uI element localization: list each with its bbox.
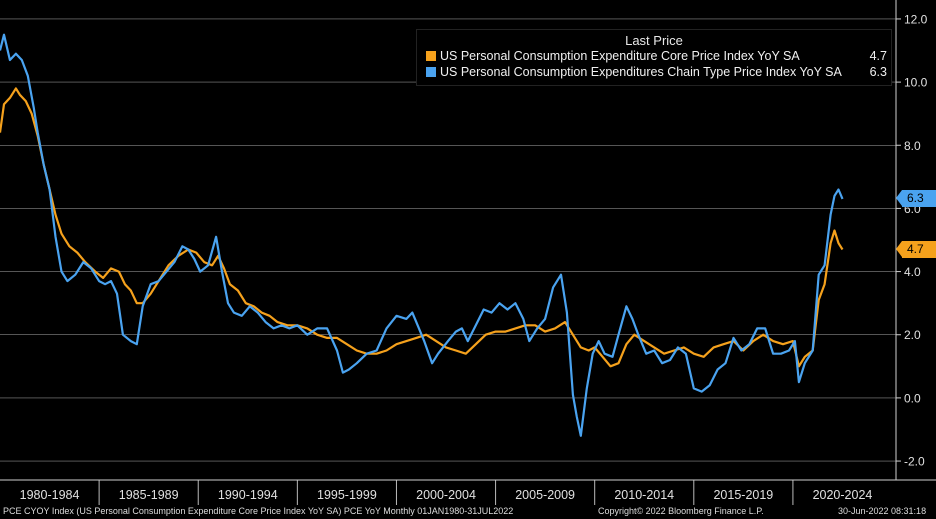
x-period-label: 2015-2019 [713, 488, 773, 502]
x-period-label: 2000-2004 [416, 488, 476, 502]
y-tick-label: 10.0 [904, 76, 928, 90]
legend-item-core-pce: US Personal Consumption Expenditure Core… [417, 48, 891, 64]
series-line-pce [0, 33, 844, 437]
series-lines [0, 33, 844, 437]
x-period-label: 1985-1989 [119, 488, 179, 502]
y-tick-label: 0.0 [904, 391, 921, 405]
y-tick-label: 12.0 [904, 12, 928, 26]
last-value-badge-pce: 6.3 [896, 190, 936, 208]
last-value-badge-core-text: 4.7 [907, 241, 924, 256]
x-period-label: 2020-2024 [813, 488, 873, 502]
legend: Last Price US Personal Consumption Expen… [416, 29, 892, 86]
y-tick-label: -2.0 [904, 455, 925, 469]
legend-value-core-pce: 4.7 [869, 49, 887, 63]
legend-title: Last Price [625, 33, 683, 48]
y-tick-label: 4.0 [904, 265, 921, 279]
footer-timestamp: 30-Jun-2022 08:31:18 [838, 506, 927, 516]
y-axis-ticks: 12.010.08.06.04.02.00.0-2.0 [896, 12, 928, 469]
legend-value-pce: 6.3 [869, 65, 887, 79]
period-separators [98, 480, 794, 505]
legend-label-core-pce: US Personal Consumption Expenditure Core… [440, 49, 800, 63]
x-axis-labels: 1980-1984 1985-1989 1990-1994 1995-1999 2000… [20, 488, 873, 502]
x-period-label: 2010-2014 [614, 488, 674, 502]
legend-label-pce: US Personal Consumption Expenditures Cha… [440, 65, 842, 79]
legend-swatch-pce [426, 67, 436, 77]
last-value-badge-core: 4.7 [896, 240, 936, 258]
x-period-label: 1990-1994 [218, 488, 278, 502]
x-period-label: 2005-2009 [515, 488, 575, 502]
gridlines [0, 18, 896, 462]
x-period-label: 1995-1999 [317, 488, 377, 502]
footer-ticker-description: PCE CYOY Index (US Personal Consumption … [3, 506, 514, 516]
x-period-label: 1980-1984 [20, 488, 80, 502]
legend-swatch-core-pce [426, 51, 436, 61]
series-line-core-pce [0, 87, 844, 368]
y-tick-label: 2.0 [904, 328, 921, 342]
last-value-badge-pce-text: 6.3 [907, 191, 924, 206]
footer: PCE CYOY Index (US Personal Consumption … [0, 505, 936, 519]
chart-canvas: 12.010.08.06.04.02.00.0-2.0 1980-1984 198… [0, 0, 936, 505]
footer-copyright: Copyright© 2022 Bloomberg Finance L.P. [598, 506, 764, 516]
legend-item-pce: US Personal Consumption Expenditures Cha… [417, 64, 891, 80]
y-tick-label: 8.0 [904, 139, 921, 153]
